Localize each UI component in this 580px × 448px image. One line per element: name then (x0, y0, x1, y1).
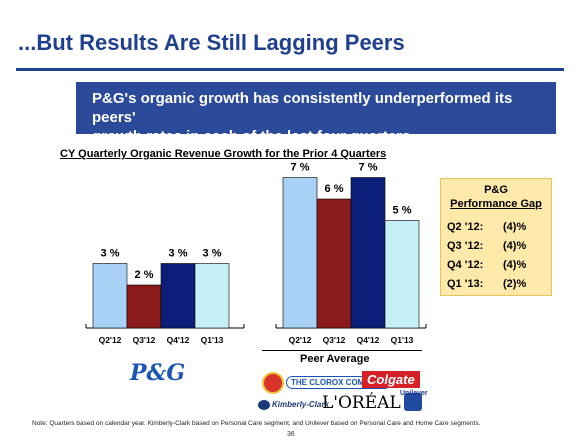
page-number: 36 (287, 431, 295, 438)
gap-row: Q4 '12: (4)% (447, 259, 547, 273)
gap-row: Q1 '13: (2)% (447, 278, 547, 292)
summary-banner: P&G's organic growth has consistently un… (76, 82, 556, 145)
gap-value: (2)% (503, 278, 527, 290)
gap-quarter: Q3 '12: (447, 240, 484, 252)
data-label: 3 % (101, 248, 120, 260)
gap-title: P&G (484, 184, 508, 196)
gap-value: (4)% (503, 259, 527, 271)
bar (350, 177, 386, 329)
tick-label: Q1'13 (391, 335, 414, 345)
bar (282, 177, 318, 329)
tick-label: Q1'13 (201, 335, 224, 345)
colgate-logo: Colgate (362, 371, 420, 388)
loreal-logo: L'ORÉAL (322, 393, 401, 413)
banner-line-1: P&G's organic growth has consistently un… (92, 90, 513, 126)
tick-label: Q3'12 (133, 335, 156, 345)
peer-average-label: Peer Average (300, 353, 370, 365)
data-label: 5 % (393, 205, 412, 217)
chart-title: CY Quarterly Organic Revenue Growth for … (60, 148, 387, 160)
data-label: 7 % (359, 162, 378, 174)
bar (126, 284, 162, 329)
bar (384, 220, 420, 329)
performance-gap-box: P&G Performance Gap Q2 '12: (4)% Q3 '12:… (440, 178, 552, 296)
title-divider (16, 68, 564, 71)
banner-line-2: growth rates in each of the last four qu… (92, 128, 411, 145)
tick-label: Q4'12 (167, 335, 190, 345)
footnote: Note: Quarters based on calendar year. K… (32, 420, 481, 427)
unilever-mark (404, 393, 422, 411)
page-title: ...But Results Are Still Lagging Peers (18, 30, 405, 55)
arm-and-hammer-logo (262, 372, 284, 394)
tick-label: Q3'12 (323, 335, 346, 345)
data-label: 3 % (169, 248, 188, 260)
gap-value: (4)% (503, 240, 527, 252)
tick-label: Q4'12 (357, 335, 380, 345)
unilever-logo: Unilever (400, 390, 428, 397)
kimberly-clark-logo: Kimberly-Clark (272, 400, 329, 409)
bar (92, 263, 128, 329)
data-label: 3 % (203, 248, 222, 260)
peer-divider (262, 350, 422, 351)
kimberly-clark-mark (258, 400, 270, 410)
gap-value: (4)% (503, 221, 527, 233)
tick-label: Q2'12 (289, 335, 312, 345)
data-label: 6 % (325, 183, 344, 195)
tick-label: Q2'12 (99, 335, 122, 345)
gap-row: Q3 '12: (4)% (447, 240, 547, 254)
bar (316, 198, 352, 329)
gap-row: Q2 '12: (4)% (447, 221, 547, 235)
bar (194, 263, 230, 329)
gap-quarter: Q2 '12: (447, 221, 484, 233)
gap-quarter: Q1 '13: (447, 278, 484, 290)
gap-quarter: Q4 '12: (447, 259, 484, 271)
data-label: 2 % (135, 269, 154, 281)
data-label: 7 % (291, 162, 310, 174)
gap-subtitle: Performance Gap (450, 198, 542, 210)
pg-logo: P&G (130, 360, 186, 386)
bar (160, 263, 196, 329)
